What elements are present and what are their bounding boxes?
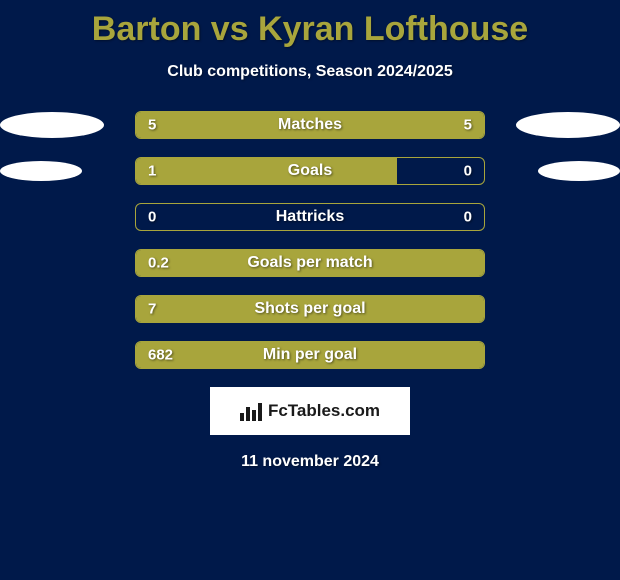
bar-track: 7Shots per goal (135, 295, 485, 323)
logo-text: FcTables.com (268, 401, 380, 421)
stat-row: 682Min per goal (0, 341, 620, 369)
bar-track: 55Matches (135, 111, 485, 139)
bar-track: 0 0Hattricks (135, 203, 485, 231)
logo-box: FcTables.com (210, 387, 410, 435)
right-indicator-ellipse (516, 112, 620, 138)
left-bar-fill (136, 342, 484, 368)
comparison-title: Barton vs Kyran Lofthouse (0, 0, 620, 49)
right-value: 5 (464, 117, 472, 134)
bar-track: 682Min per goal (135, 341, 485, 369)
stat-row: 0.2Goals per match (0, 249, 620, 277)
metric-label: Hattricks (136, 208, 484, 226)
left-value: 5 (148, 117, 156, 134)
bar-track: 10Goals (135, 157, 485, 185)
right-value: 0 (464, 209, 472, 226)
stat-row: 7Shots per goal (0, 295, 620, 323)
left-bar-fill (136, 296, 484, 322)
left-value: 0 (148, 209, 156, 226)
left-value: 1 (148, 163, 156, 180)
left-indicator-ellipse (0, 112, 104, 138)
stat-row: 0 0Hattricks (0, 203, 620, 231)
left-bar-fill (136, 112, 310, 138)
left-value: 682 (148, 347, 173, 364)
bar-track: 0.2Goals per match (135, 249, 485, 277)
left-value: 0.2 (148, 255, 169, 272)
snapshot-date: 11 november 2024 (0, 453, 620, 471)
right-value: 0 (464, 163, 472, 180)
stat-row: 55Matches (0, 111, 620, 139)
right-bar-fill (310, 112, 484, 138)
right-indicator-ellipse (538, 161, 620, 181)
comparison-chart: 55Matches10Goals00Hattricks0.2Goals per … (0, 111, 620, 369)
left-value: 7 (148, 301, 156, 318)
comparison-subtitle: Club competitions, Season 2024/2025 (0, 63, 620, 81)
left-bar-fill (136, 250, 484, 276)
bar-chart-icon (240, 401, 262, 421)
left-indicator-ellipse (0, 161, 82, 181)
stat-row: 10Goals (0, 157, 620, 185)
left-bar-fill (136, 158, 397, 184)
